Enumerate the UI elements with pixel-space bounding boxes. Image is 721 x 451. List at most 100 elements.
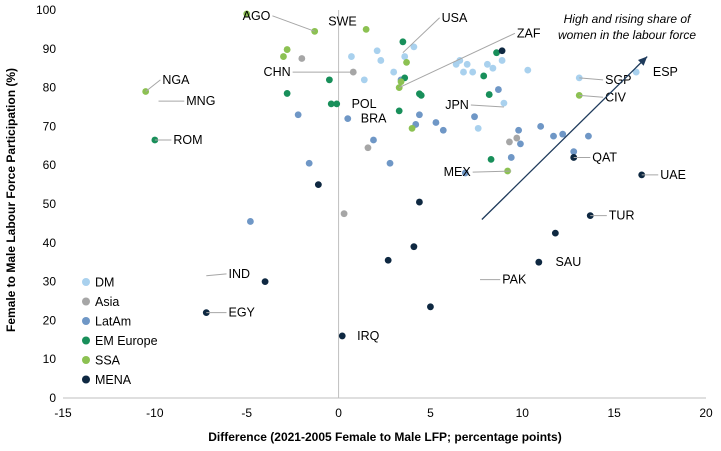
legend: DM Asia LatAm EM Europe SSA MENA: [82, 276, 158, 387]
data-point: [517, 140, 524, 148]
data-point: [498, 47, 506, 55]
x-tick-label: -5: [241, 406, 252, 420]
data-point: [632, 68, 640, 76]
data-point: [500, 99, 508, 107]
country-label: IRQ: [357, 329, 380, 343]
data-point: [417, 91, 425, 99]
label-leader-line: [579, 77, 604, 81]
data-point: [515, 126, 523, 134]
data-point: [362, 26, 370, 33]
data-point: [480, 72, 488, 80]
data-point: [390, 68, 398, 76]
data-point: [416, 198, 423, 206]
data-point: [403, 58, 410, 66]
data-point: [506, 138, 513, 146]
data-point: [410, 43, 418, 51]
data-point: [360, 76, 368, 84]
data-point: [535, 258, 543, 266]
country-label: AGO: [243, 9, 271, 23]
x-tick-label: 5: [427, 406, 434, 420]
legend-marker: [82, 336, 90, 345]
data-point: [397, 78, 405, 86]
data-point: [483, 60, 491, 68]
annotation-layer: High and rising share of women in the la…: [481, 12, 696, 220]
data-point: [550, 132, 557, 140]
data-point: [474, 124, 482, 132]
data-point: [294, 111, 302, 119]
annotation-arrow-line: [481, 56, 648, 220]
data-point: [524, 66, 532, 74]
country-label: EGY: [229, 306, 256, 320]
data-point: [489, 64, 497, 72]
data-point: [348, 53, 355, 60]
data-point: [507, 154, 515, 161]
data-point: [463, 60, 471, 68]
data-point: [246, 218, 254, 225]
country-label: BRA: [361, 112, 387, 126]
label-leader-line: [272, 15, 315, 32]
data-point: [495, 86, 502, 93]
data-point: [432, 119, 440, 126]
data-point: [280, 53, 287, 60]
data-point: [551, 229, 559, 237]
data-point: [344, 115, 352, 123]
data-point: [261, 278, 269, 285]
data-point: [575, 91, 583, 99]
data-point: [485, 91, 493, 98]
data-point: [493, 49, 500, 57]
y-axis-title: Female to Male Labour Force Participatio…: [4, 68, 18, 332]
x-tick-label: 20: [699, 406, 713, 420]
data-point: [305, 159, 313, 167]
label-leader-line: [579, 94, 604, 98]
country-label: IND: [229, 267, 251, 281]
legend-label: LatAm: [95, 315, 131, 329]
y-tick-label: 100: [36, 3, 56, 17]
data-point: [327, 100, 335, 108]
legend-label: MENA: [95, 373, 132, 387]
labels-layer: USA JPN SGP ESP CHN MNG IND PAK BRA ROM POL NGA AGO S…: [145, 9, 686, 343]
country-label: PAK: [502, 273, 527, 287]
x-tick-label: -15: [54, 406, 72, 420]
data-point: [537, 123, 545, 130]
country-label: NGA: [162, 73, 190, 87]
legend-label: Asia: [95, 295, 119, 309]
legend-label: DM: [95, 276, 114, 290]
data-point: [333, 100, 341, 108]
legend-marker: [82, 278, 90, 286]
country-label: ROM: [173, 133, 202, 147]
data-point: [513, 134, 521, 142]
data-point: [401, 53, 409, 60]
legend-label: SSA: [95, 354, 121, 368]
y-tick-label: 90: [43, 42, 57, 56]
country-label: QAT: [592, 150, 617, 164]
x-tick-label: 0: [335, 406, 342, 420]
data-point: [408, 124, 416, 132]
label-leader-line: [402, 17, 440, 54]
axes-layer: -15 -10 -5 0 5 10 15 20 0 10 20 30 40 50 60 70 80 90 100: [36, 3, 713, 420]
data-point: [283, 46, 291, 53]
legend-marker: [82, 297, 90, 306]
legend-marker: [82, 375, 90, 384]
annotation-arrow-head: [637, 56, 648, 66]
y-tick-label: 40: [43, 236, 57, 250]
country-label: SGP: [605, 73, 631, 87]
label-leader-line: [206, 273, 227, 277]
data-point: [469, 68, 477, 76]
label-leader-line: [145, 79, 161, 92]
data-point: [585, 132, 592, 140]
x-axis-title: Difference (2021-2005 Female to Male LFP…: [208, 430, 561, 444]
x-tick-label: 10: [516, 406, 530, 420]
data-point: [325, 76, 333, 84]
data-point: [498, 57, 506, 64]
data-point: [370, 136, 377, 144]
country-label: CHN: [264, 65, 291, 79]
y-tick-label: 50: [43, 197, 57, 211]
data-point: [386, 159, 394, 167]
country-label: POL: [352, 97, 377, 111]
data-point: [638, 171, 646, 179]
y-tick-label: 80: [43, 81, 57, 95]
y-tick-label: 20: [43, 313, 57, 327]
label-leader-line: [472, 170, 512, 173]
y-tick-label: 60: [43, 158, 57, 172]
